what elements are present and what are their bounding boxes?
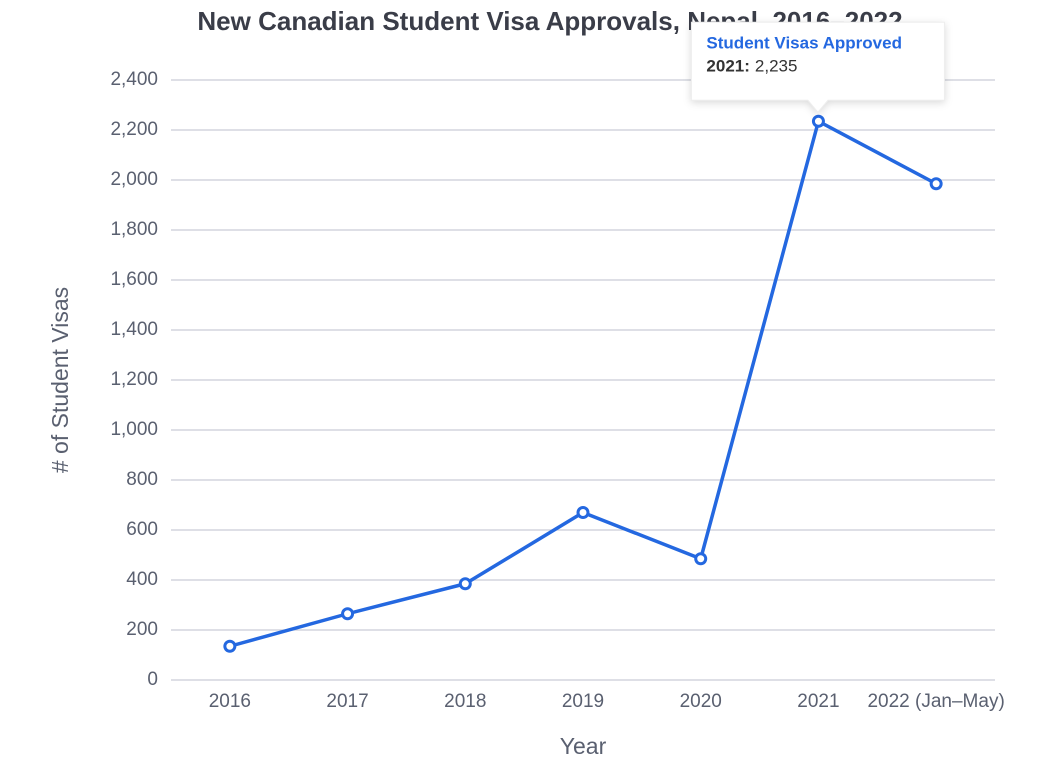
x-tick-label: 2019 <box>562 691 604 712</box>
y-tick-label: 200 <box>126 619 158 640</box>
series-line <box>229 119 937 648</box>
x-tick-label: 2020 <box>680 691 722 712</box>
data-point <box>223 639 237 653</box>
y-tick-label: 1,000 <box>110 419 158 440</box>
tooltip-series: Student Visas Approved <box>706 34 902 53</box>
x-tick-label: 2022 (Jan–May) <box>867 691 1004 712</box>
y-tick-label: 2,000 <box>110 169 158 190</box>
y-axis-title: # of Student Visas <box>47 287 73 473</box>
x-axis-title: Year <box>560 733 607 759</box>
x-tick-label: 2018 <box>444 691 486 712</box>
data-point <box>458 577 472 591</box>
y-tick-label: 600 <box>126 519 158 540</box>
y-tick-label: 0 <box>147 669 158 690</box>
tooltip-box <box>690 21 945 114</box>
data-point <box>694 552 708 566</box>
y-tick-label: 1,800 <box>110 219 158 240</box>
tooltip: Student Visas Approved 2021: 2,235 <box>690 21 945 114</box>
data-point <box>341 607 355 621</box>
y-tick-label: 2,400 <box>110 69 158 90</box>
tooltip-value: 2021: 2,235 <box>706 57 797 76</box>
tooltip-separator: : <box>744 57 750 76</box>
y-tick-label: 1,600 <box>110 269 158 290</box>
y-tick-label: 2,200 <box>110 119 158 140</box>
tooltip-number: 2,235 <box>755 57 798 76</box>
y-tick-label: 400 <box>126 569 158 590</box>
data-point <box>576 506 590 519</box>
x-tick-label: 2016 <box>209 691 251 712</box>
x-tick-label: 2017 <box>326 691 368 712</box>
data-point <box>811 114 825 128</box>
data-point <box>929 177 943 191</box>
tooltip-category: 2021 <box>706 57 744 76</box>
y-tick-label: 1,400 <box>110 319 158 340</box>
x-tick-label: 2021 <box>797 691 839 712</box>
y-tick-label: 1,200 <box>110 369 158 390</box>
y-tick-label: 800 <box>126 469 158 490</box>
